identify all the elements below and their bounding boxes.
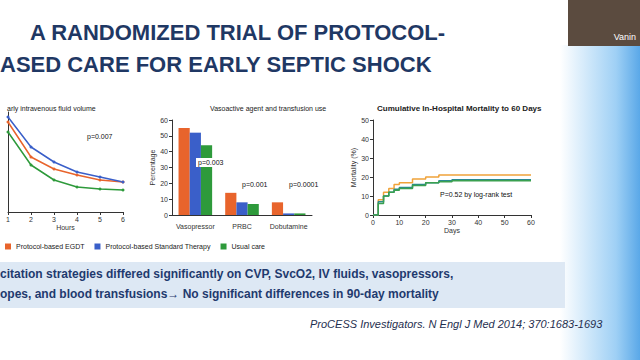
svg-text:20: 20 [422,219,430,226]
svg-text:30: 30 [361,155,369,162]
svg-text:30: 30 [160,164,168,171]
svg-text:6: 6 [121,216,125,223]
svg-text:50: 50 [160,132,168,139]
svg-text:p=0.001: p=0.001 [242,181,268,189]
svg-text:Vasopressor: Vasopressor [176,223,215,231]
svg-text:Cumulative In-Hospital Mortali: Cumulative In-Hospital Mortality to 60 D… [377,104,542,113]
svg-text:Days: Days [444,227,460,235]
html-text:Vanin: Vanin [613,32,636,42]
html-text:A RANDOMIZED TRIAL OF PROTOCOL: A RANDOMIZED TRIAL OF PROTOCOL- [30,20,446,45]
svg-text:10: 10 [395,219,403,226]
html-text:citation strategies differed s: citation strategies differed significant… [0,267,454,281]
svg-text:Protocol-based Standard Therap: Protocol-based Standard Therapy [105,243,210,251]
svg-text:10: 10 [361,193,369,200]
html-text:opes, and blood transfusions→: opes, and blood transfusions→ No signifi… [0,287,439,301]
svg-text:2: 2 [29,216,33,223]
svg-text:3: 3 [52,216,56,223]
svg-text:30: 30 [448,219,456,226]
svg-text:Vasoactive agent and transfusi: Vasoactive agent and transfusion use [210,105,326,113]
svg-text:20: 20 [361,174,369,181]
svg-text:5: 5 [98,216,102,223]
svg-text:10: 10 [160,196,168,203]
svg-text:Usual care: Usual care [232,243,266,250]
svg-text:arly intravenous fluid volume: arly intravenous fluid volume [7,105,96,113]
svg-text:p=0.003: p=0.003 [198,159,224,167]
html-text:ASED CARE FOR EARLY SEPTIC SHO: ASED CARE FOR EARLY SEPTIC SHOCK [0,52,432,77]
svg-text:0: 0 [365,212,369,219]
svg-text:50: 50 [361,117,369,124]
svg-text:Mortality (%): Mortality (%) [350,148,358,187]
svg-text:4: 4 [75,216,79,223]
svg-text:60: 60 [527,219,535,226]
html-text:ProCESS Investigators. N Engl: ProCESS Investigators. N Engl J Med 2014… [310,318,603,330]
svg-text:1: 1 [6,216,10,223]
svg-text:Dobutamine: Dobutamine [270,223,308,230]
svg-text:p=0.0001: p=0.0001 [289,181,318,189]
svg-text:40: 40 [160,148,168,155]
svg-text:40: 40 [361,136,369,143]
svg-text:P=0.52 by log-rank test: P=0.52 by log-rank test [440,191,512,199]
svg-text:40: 40 [474,219,482,226]
svg-text:p=0.007: p=0.007 [87,133,113,141]
svg-text:50: 50 [501,219,509,226]
svg-text:0: 0 [164,212,168,219]
svg-text:20: 20 [160,180,168,187]
svg-text:60: 60 [160,117,168,124]
svg-text:PRBC: PRBC [232,223,251,230]
svg-text:Protocol-based EGDT: Protocol-based EGDT [16,243,85,250]
svg-text:Percentage: Percentage [149,149,157,185]
svg-text:0: 0 [371,219,375,226]
svg-text:Hours: Hours [56,224,75,231]
